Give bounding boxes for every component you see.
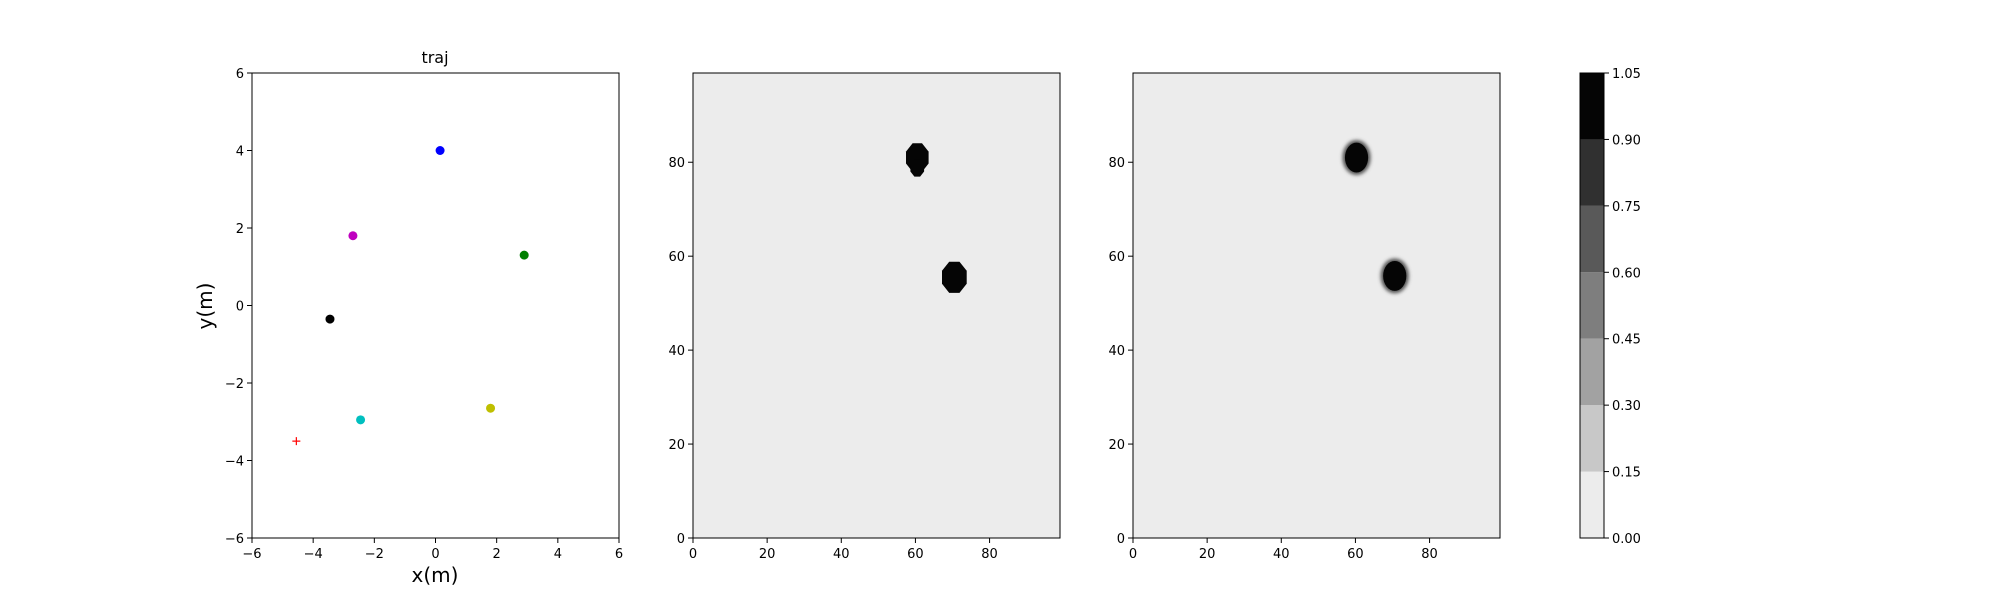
grid-map-panel-1: 0 20 40 60 80 0 20 40 60 80 — [668, 72, 1061, 562]
obstacle-blob — [910, 159, 925, 177]
y-tick-label: 20 — [668, 438, 685, 453]
colorbar-band — [1580, 338, 1604, 406]
colorbar-tick-label: 0.15 — [1612, 466, 1641, 481]
y-tick-label: 6 — [236, 67, 244, 82]
grid-map-1-ticks: 0 20 40 60 80 0 20 40 60 80 — [668, 156, 997, 562]
traj-panel: traj x(m) y(m) −6 −4 −2 0 2 4 6 −6 −4 −2 0 2 4 6 — [193, 48, 623, 587]
agent-point — [356, 415, 366, 425]
grid-map-2-obstacles — [1342, 140, 1409, 294]
x-tick-label: −4 — [304, 547, 323, 562]
traj-axes-frame — [251, 72, 620, 539]
x-tick-label: −2 — [365, 547, 384, 562]
y-tick-label: 2 — [236, 222, 244, 237]
x-tick-label: 60 — [1347, 547, 1364, 562]
colorbar-tick-label: 0.75 — [1612, 200, 1641, 215]
traj-ticks: −6 −4 −2 0 2 4 6 −6 −4 −2 0 2 4 6 — [225, 67, 623, 562]
grid-map-2-frame — [1132, 72, 1501, 539]
colorbar-tick-label: 1.05 — [1612, 67, 1641, 82]
x-tick-label: 40 — [1273, 547, 1290, 562]
colorbar-tick-label: 0.60 — [1612, 266, 1641, 281]
x-tick-label: 20 — [1199, 547, 1216, 562]
y-tick-label: 80 — [1108, 156, 1125, 171]
agent-point — [325, 314, 335, 324]
x-tick-label: 40 — [833, 547, 850, 562]
colorbar-tick-label: 0.00 — [1612, 532, 1641, 547]
x-tick-label: 6 — [615, 547, 623, 562]
obstacle-blob — [1342, 140, 1371, 176]
colorbar-band — [1580, 205, 1604, 273]
colorbar-band — [1580, 405, 1604, 472]
x-tick-label: 80 — [981, 547, 998, 562]
x-tick-label: 4 — [554, 547, 562, 562]
agent-point — [348, 231, 358, 241]
y-tick-label: 40 — [1108, 344, 1125, 359]
start-marker — [292, 437, 301, 446]
y-tick-label: −6 — [225, 532, 244, 547]
y-tick-label: 4 — [236, 145, 244, 160]
colorbar-band — [1580, 73, 1604, 140]
colorbar-frame — [1579, 72, 1605, 539]
y-tick-label: 60 — [668, 250, 685, 265]
y-tick-label: 20 — [1108, 438, 1125, 453]
traj-ylabel: y(m) — [193, 283, 217, 330]
colorbar-band — [1580, 139, 1604, 206]
x-tick-label: −6 — [242, 547, 261, 562]
x-tick-label: 0 — [1129, 547, 1137, 562]
y-tick-label: 80 — [668, 156, 685, 171]
x-tick-label: 20 — [759, 547, 776, 562]
colorbar-tick-label: 0.45 — [1612, 333, 1641, 348]
grid-map-2-ticks: 0 20 40 60 80 0 20 40 60 80 — [1108, 156, 1437, 562]
colorbar: 0.00 0.15 0.30 0.45 0.60 0.75 0.90 1.05 — [1579, 67, 1641, 547]
traj-title: traj — [421, 48, 448, 67]
colorbar-band — [1580, 272, 1604, 339]
obstacle-blob — [942, 261, 967, 293]
y-tick-label: −2 — [225, 377, 244, 392]
traj-points — [292, 146, 529, 446]
y-tick-label: 0 — [677, 532, 685, 547]
obstacle-blob — [1380, 258, 1409, 294]
agent-point — [435, 146, 445, 155]
traj-xlabel: x(m) — [412, 563, 459, 587]
colorbar-tick-label: 0.90 — [1612, 133, 1641, 148]
agent-point — [519, 250, 529, 260]
grid-map-2-background — [1133, 73, 1500, 538]
y-tick-label: 0 — [1117, 532, 1125, 547]
y-tick-label: 40 — [668, 344, 685, 359]
x-tick-label: 80 — [1421, 547, 1438, 562]
colorbar-tick-label: 0.30 — [1612, 399, 1641, 414]
colorbar-band — [1580, 471, 1604, 538]
x-tick-label: 60 — [907, 547, 924, 562]
x-tick-label: 0 — [431, 547, 439, 562]
agent-point — [486, 403, 496, 413]
y-tick-label: 60 — [1108, 250, 1125, 265]
grid-map-panel-2: 0 20 40 60 80 0 20 40 60 80 — [1108, 72, 1501, 562]
x-tick-label: 0 — [689, 547, 697, 562]
grid-map-1-background — [693, 73, 1060, 538]
grid-map-1-obstacles — [906, 143, 967, 293]
y-tick-label: 0 — [236, 300, 244, 315]
x-tick-label: 2 — [493, 547, 501, 562]
colorbar-bands — [1580, 73, 1604, 538]
grid-map-1-frame — [692, 72, 1061, 539]
colorbar-ticks: 0.00 0.15 0.30 0.45 0.60 0.75 0.90 1.05 — [1604, 67, 1641, 547]
y-tick-label: −4 — [225, 455, 244, 470]
